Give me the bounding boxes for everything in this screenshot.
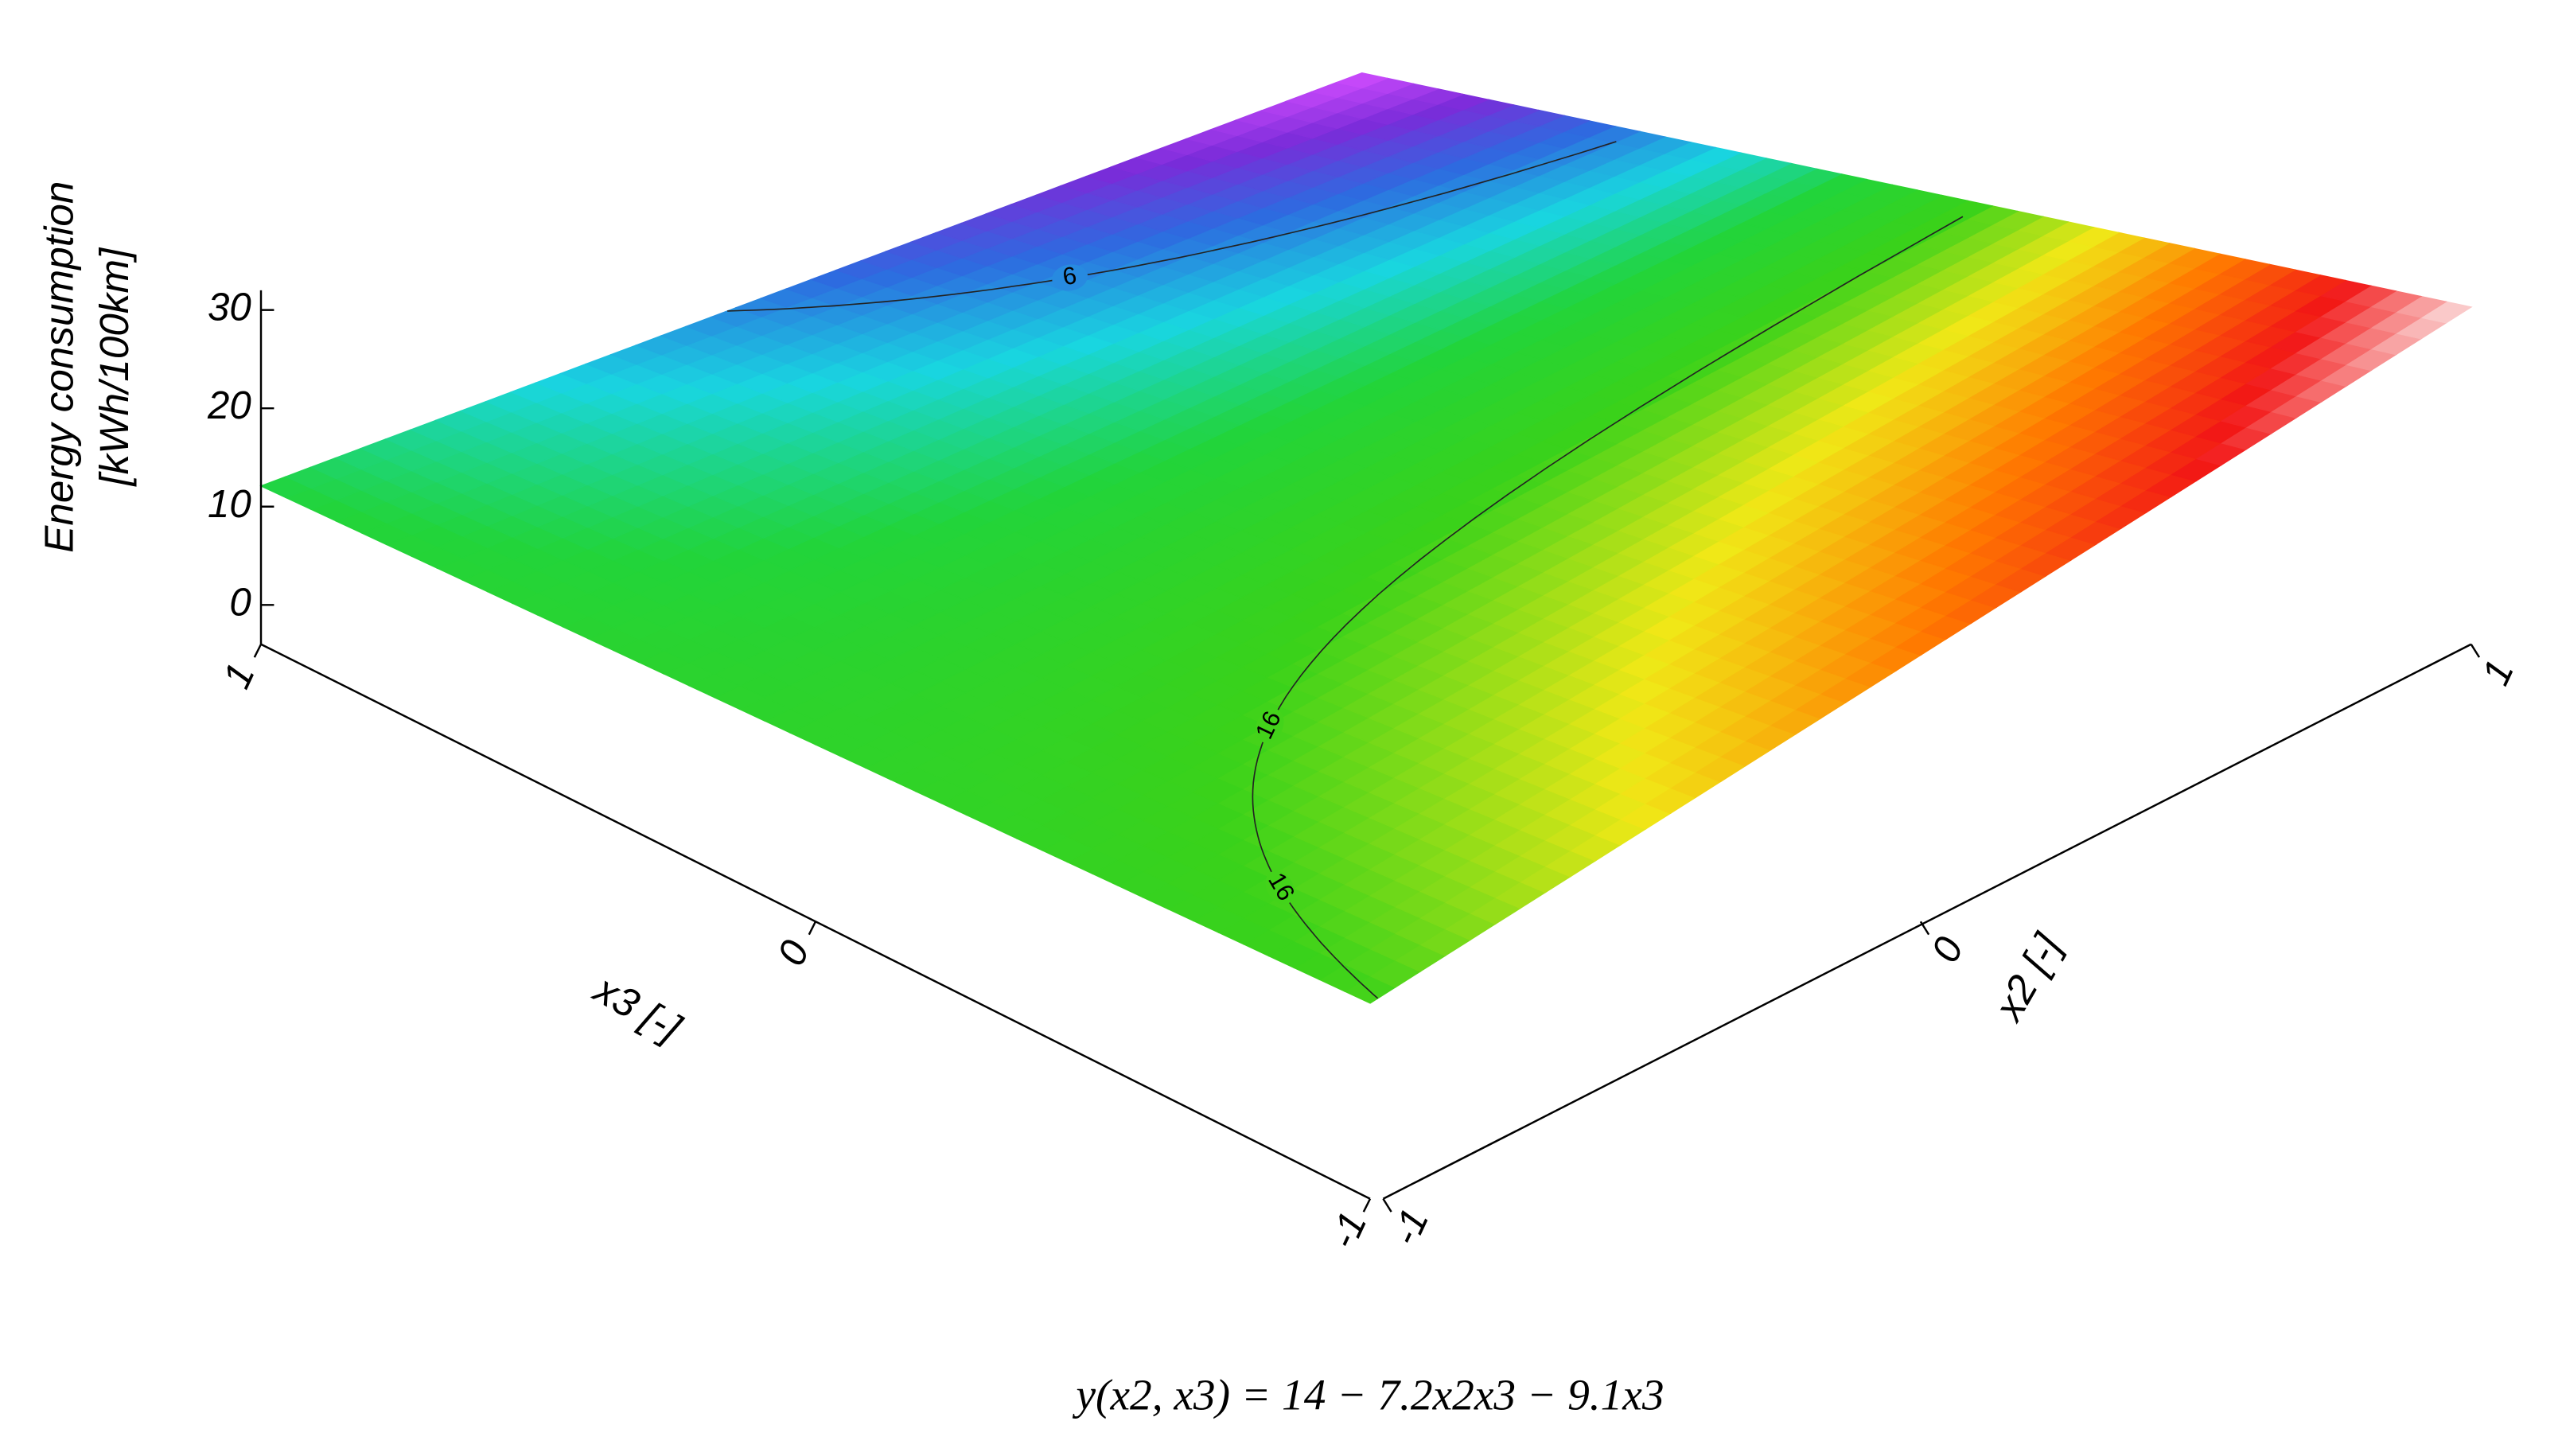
x3-tick-label: -1 bbox=[1321, 1205, 1375, 1256]
contour-label-bg bbox=[1052, 264, 1088, 291]
surface-cell bbox=[809, 72, 1918, 469]
z-tick-label: 20 bbox=[207, 383, 251, 427]
z-tick-label: 30 bbox=[208, 286, 251, 329]
x2-tick bbox=[2470, 644, 2481, 658]
surface-patch bbox=[1334, 72, 1389, 89]
x2-tick bbox=[1919, 921, 1930, 936]
x3-tick bbox=[1362, 1198, 1372, 1213]
formula: y(x2, x3) = 14 − 7.2x2x3 − 9.1x3 bbox=[1072, 1371, 1664, 1419]
x2-tick-label: 0 bbox=[1923, 931, 1972, 969]
contour-label-bg bbox=[1256, 708, 1284, 743]
contour-label: 6 bbox=[1061, 261, 1079, 290]
x3-tick bbox=[808, 921, 817, 936]
x3-tick-label: 1 bbox=[215, 656, 263, 695]
surface bbox=[259, 72, 2473, 1004]
x2-axis-line bbox=[1382, 643, 2472, 1200]
z-axis-title: Energy consumption bbox=[36, 181, 81, 553]
x2-tick bbox=[1382, 1198, 1392, 1213]
surface-cell bbox=[259, 278, 1368, 746]
contour-label-bg bbox=[1265, 870, 1295, 905]
x3-axis-title: x3 [-] bbox=[585, 965, 689, 1052]
x3-tick-label: 0 bbox=[769, 934, 818, 972]
z-tick-label: 10 bbox=[208, 482, 251, 526]
x2-tick-label: 1 bbox=[2474, 653, 2522, 691]
x3-tick bbox=[253, 644, 263, 658]
z-tick-label: 0 bbox=[229, 580, 251, 624]
contour-line bbox=[1252, 216, 1964, 999]
surface-cell bbox=[814, 466, 1922, 1004]
z-axis-title: [kWh/100km] bbox=[92, 247, 137, 487]
x2-axis-title: x2 [-] bbox=[1984, 925, 2071, 1030]
